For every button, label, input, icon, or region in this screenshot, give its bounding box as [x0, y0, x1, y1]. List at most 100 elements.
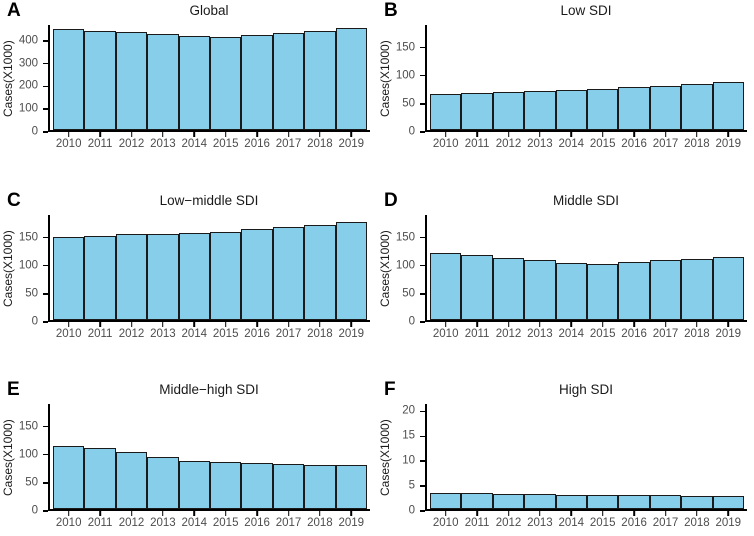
x-tick-mark: [67, 322, 70, 327]
bar-2012: [492, 493, 525, 509]
bar-2018: [681, 258, 713, 320]
x-tick-label: 2018: [307, 328, 333, 340]
y-tick-mark: [43, 453, 48, 456]
y-tick-mark: [420, 485, 425, 487]
x-tick-label: 2016: [244, 517, 270, 529]
y-tick-label: 50: [402, 97, 415, 110]
x-tick-label: 2018: [307, 517, 333, 529]
y-axis: 0 50 100 150: [0, 404, 48, 516]
x-tick-label: 2015: [212, 517, 239, 529]
y-tick-label: 200: [18, 79, 38, 92]
x-tick-label: 2011: [464, 328, 490, 340]
x-tick-mark: [539, 132, 541, 137]
bar-2011: [461, 92, 493, 130]
bar-2016: [241, 229, 273, 320]
x-tick-label: 2011: [87, 138, 113, 150]
x-tick-mark: [130, 511, 133, 516]
bar-2013: [147, 233, 179, 320]
x-tick-mark: [727, 322, 730, 327]
x-tick-mark: [350, 132, 353, 137]
y-tick-mark: [43, 40, 48, 42]
x-axis-labels: 2010 2011 2012 2013 2014 2015 2016 2017 2018 2019: [53, 516, 367, 530]
x-tick-label: 2017: [652, 138, 679, 150]
panel-low-sdi: B Low SDI Cases(X1000) 0 50 100 150 2010 201…: [377, 0, 754, 156]
panel-global: A Global Cases(X1000) 0 100 200 300 400 2010…: [0, 0, 377, 156]
x-tick-mark: [601, 322, 604, 327]
x-axis-labels: 2010 2011 2012 2013 2014 2015 2016 2017 2018 2019: [53, 327, 367, 341]
bar-2010: [53, 445, 85, 509]
panel-title: High SDI: [558, 382, 614, 397]
y-tick-label: 400: [18, 34, 38, 47]
bar-2011: [84, 235, 116, 320]
plot-area: [425, 215, 747, 322]
x-tick-label: 2014: [181, 517, 208, 529]
panel-letter: F: [384, 379, 396, 400]
x-tick-mark: [476, 322, 478, 327]
y-axis: 0 5 10 15 20: [377, 404, 425, 516]
bar-2014: [178, 232, 211, 320]
bar-2019: [335, 464, 368, 509]
y-tick-mark: [43, 425, 48, 428]
x-tick-label: 2011: [464, 517, 490, 529]
y-tick-mark: [420, 435, 425, 438]
x-tick-label: 2015: [589, 138, 616, 150]
bar-2013: [524, 260, 556, 320]
x-tick-mark: [67, 132, 70, 137]
bar-2019: [335, 222, 368, 320]
panel-middle-high-sdi: E Middle−high SDI Cases(X1000) 0 50 100 150…: [0, 379, 377, 535]
x-tick-mark: [99, 132, 101, 137]
x-tick-mark: [444, 132, 447, 137]
y-tick-mark: [43, 131, 48, 133]
bar-2019: [712, 82, 745, 130]
x-tick-label: 2017: [652, 328, 679, 340]
x-tick-mark: [287, 322, 290, 327]
y-tick-mark: [43, 321, 48, 323]
bar-2019: [712, 256, 745, 320]
x-axis: [430, 322, 744, 327]
y-tick-mark: [420, 236, 425, 239]
panel-high-sdi: F High SDI Cases(X1000) 0 5 10 15 20 2010 201…: [377, 379, 754, 535]
x-tick-label: 2010: [55, 517, 82, 529]
x-tick-mark: [350, 322, 353, 327]
x-tick-label: 2018: [307, 138, 333, 150]
x-tick-mark: [507, 511, 510, 516]
plot-area: [425, 25, 747, 132]
y-tick-label: 50: [25, 476, 38, 489]
y-tick-label: 0: [408, 504, 415, 517]
bar-2012: [115, 452, 148, 509]
bar-2018: [681, 83, 713, 130]
bar-2014: [555, 494, 588, 509]
y-tick-mark: [43, 264, 48, 267]
x-tick-mark: [162, 322, 164, 327]
x-tick-mark: [99, 511, 101, 516]
y-tick-mark: [43, 510, 48, 512]
x-tick-mark: [162, 511, 164, 516]
x-axis: [53, 132, 367, 137]
y-tick-label: 100: [18, 447, 38, 460]
y-tick-label: 0: [408, 315, 415, 328]
x-tick-mark: [633, 132, 635, 137]
x-tick-mark: [507, 322, 510, 327]
x-tick-label: 2013: [527, 328, 553, 340]
y-tick-label: 100: [18, 258, 38, 271]
x-tick-mark: [696, 511, 698, 516]
x-tick-label: 2016: [621, 138, 647, 150]
x-tick-mark: [99, 322, 101, 327]
x-tick-label: 2014: [558, 328, 585, 340]
plot-area: [48, 25, 370, 132]
x-tick-label: 2019: [338, 138, 365, 150]
x-tick-mark: [350, 511, 353, 516]
x-tick-mark: [507, 132, 510, 137]
x-tick-mark: [319, 132, 321, 137]
panel-title: Global: [189, 3, 229, 18]
panel-letter: A: [7, 0, 21, 21]
x-tick-label: 2010: [432, 138, 459, 150]
bar-2010: [53, 236, 85, 320]
x-tick-label: 2012: [118, 138, 145, 150]
y-tick-mark: [420, 293, 425, 295]
y-tick-label: 15: [402, 429, 415, 442]
x-tick-mark: [319, 322, 321, 327]
bar-2018: [304, 31, 336, 130]
x-tick-label: 2015: [212, 138, 239, 150]
x-axis-labels: 2010 2011 2012 2013 2014 2015 2016 2017 2018 2019: [53, 137, 367, 151]
